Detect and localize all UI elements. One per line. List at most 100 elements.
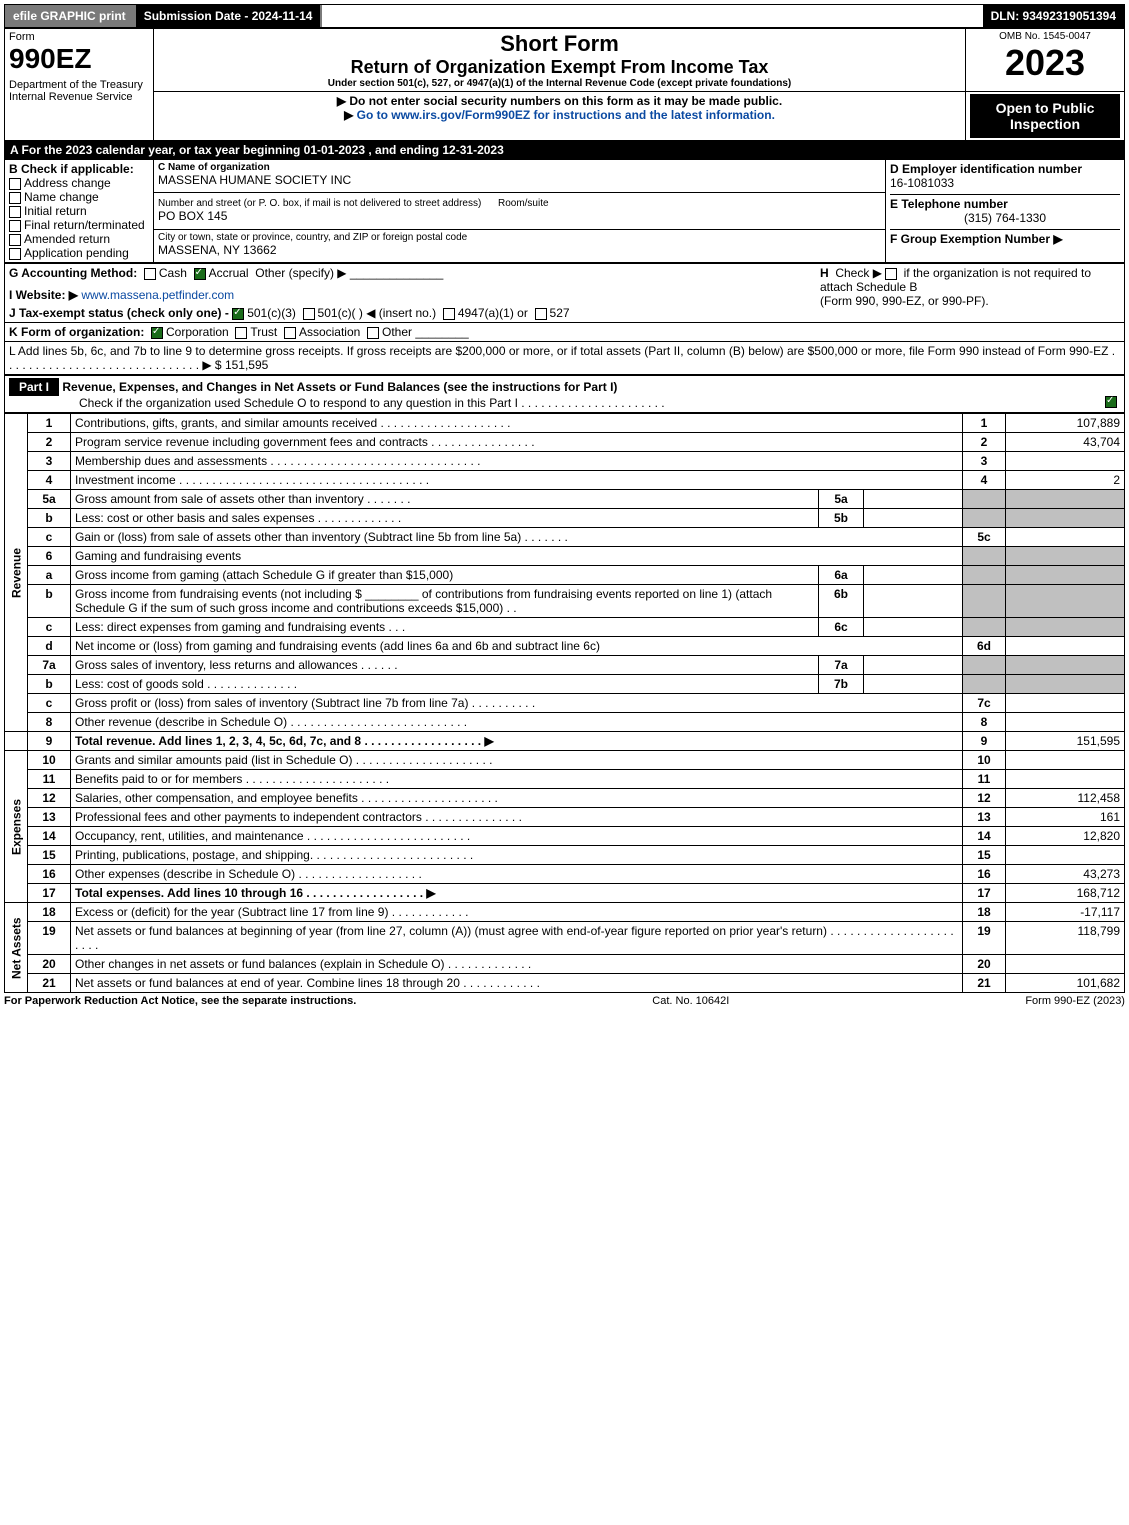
checkbox-h[interactable] (885, 268, 897, 280)
line-6c-mn: 6c (819, 618, 864, 637)
line-9-num: 9 (28, 732, 71, 751)
checkbox-527[interactable] (535, 308, 547, 320)
checkbox-association[interactable] (284, 327, 296, 339)
line-6b-rv-shaded (1006, 585, 1125, 618)
line-7b-text: Less: cost of goods sold . . . . . . . .… (71, 675, 819, 694)
line-15-val (1006, 846, 1125, 865)
vlabel-revenue: Revenue (5, 414, 28, 732)
line-18-val: -17,117 (1006, 903, 1125, 922)
line-17-val: 168,712 (1006, 884, 1125, 903)
label-other-org: Other (382, 325, 412, 339)
line-5c-num: c (28, 528, 71, 547)
line-20-rn: 20 (963, 955, 1006, 974)
line-14-num: 14 (28, 827, 71, 846)
box-d-label: D Employer identification number (890, 162, 1120, 176)
line-1-val: 107,889 (1006, 414, 1125, 433)
checkbox-501c[interactable] (303, 308, 315, 320)
line-9-val: 151,595 (1006, 732, 1125, 751)
line-6b-mn: 6b (819, 585, 864, 618)
line-5c-rn: 5c (963, 528, 1006, 547)
line-6a-mn: 6a (819, 566, 864, 585)
label-association: Association (299, 325, 360, 339)
line-16-text: Other expenses (describe in Schedule O) … (71, 865, 963, 884)
checkbox-cash[interactable] (144, 268, 156, 280)
line-9-rn: 9 (963, 732, 1006, 751)
line-7c-val (1006, 694, 1125, 713)
checkbox-application-pending[interactable] (9, 248, 21, 260)
line-5b-mn: 5b (819, 509, 864, 528)
lines-table: Revenue 1 Contributions, gifts, grants, … (4, 413, 1125, 993)
checkbox-final-return[interactable] (9, 220, 21, 232)
checkbox-schedule-o[interactable] (1105, 396, 1117, 408)
line-i-label: I Website: ▶ (9, 288, 78, 302)
footer-mid: Cat. No. 10642I (652, 995, 729, 1007)
checkbox-address-change[interactable] (9, 178, 21, 190)
line-4-rn: 4 (963, 471, 1006, 490)
part1-check-text: Check if the organization used Schedule … (79, 396, 665, 410)
line-6-num: 6 (28, 547, 71, 566)
line-10-text: Grants and similar amounts paid (list in… (71, 751, 963, 770)
line-5b-mv (864, 509, 963, 528)
line-3-val (1006, 452, 1125, 471)
box-f-label: F Group Exemption Number (890, 232, 1050, 246)
label-name-change: Name change (24, 190, 99, 204)
line-5a-mn: 5a (819, 490, 864, 509)
part1-header: Part I Revenue, Expenses, and Changes in… (4, 375, 1125, 413)
label-501c: 501(c)( ) ◀ (insert no.) (318, 306, 437, 320)
form-number: 990EZ (9, 43, 149, 75)
line-15-text: Printing, publications, postage, and shi… (71, 846, 963, 865)
line-14-val: 12,820 (1006, 827, 1125, 846)
box-f-arrow: ▶ (1053, 232, 1062, 246)
line-h-text3: (Form 990, 990-EZ, or 990-PF). (820, 294, 989, 308)
label-527: 527 (550, 306, 570, 320)
line-13-text: Professional fees and other payments to … (71, 808, 963, 827)
footer-right: Form 990-EZ (2023) (1025, 995, 1125, 1007)
line-6b-rn-shaded (963, 585, 1006, 618)
line-2-num: 2 (28, 433, 71, 452)
line-5a-rv-shaded (1006, 490, 1125, 509)
checkbox-trust[interactable] (235, 327, 247, 339)
efile-button[interactable]: efile GRAPHIC print (5, 5, 136, 27)
line-2-rn: 2 (963, 433, 1006, 452)
line-a: A For the 2023 calendar year, or tax yea… (4, 141, 1125, 159)
main-title: Return of Organization Exempt From Incom… (158, 57, 961, 78)
line-1-rn: 1 (963, 414, 1006, 433)
line-4-num: 4 (28, 471, 71, 490)
line-5b-text: Less: cost or other basis and sales expe… (71, 509, 819, 528)
website-link[interactable]: www.massena.petfinder.com (81, 288, 234, 302)
line-6d-rn: 6d (963, 637, 1006, 656)
checkbox-accrual[interactable] (194, 268, 206, 280)
line-11-val (1006, 770, 1125, 789)
checkbox-other-org[interactable] (367, 327, 379, 339)
short-form-title: Short Form (158, 31, 961, 57)
line-8-rn: 8 (963, 713, 1006, 732)
line-10-num: 10 (28, 751, 71, 770)
line-12-text: Salaries, other compensation, and employ… (71, 789, 963, 808)
line-6c-rn-shaded (963, 618, 1006, 637)
submission-date-button[interactable]: Submission Date - 2024-11-14 (136, 5, 323, 27)
checkbox-501c3[interactable] (232, 308, 244, 320)
checkbox-4947[interactable] (443, 308, 455, 320)
line-h-h: H (820, 266, 829, 280)
line-6d-text: Net income or (loss) from gaming and fun… (71, 637, 963, 656)
line-13-rn: 13 (963, 808, 1006, 827)
checkbox-initial-return[interactable] (9, 206, 21, 218)
goto-link[interactable]: Go to www.irs.gov/Form990EZ for instruct… (357, 108, 775, 122)
checkbox-name-change[interactable] (9, 192, 21, 204)
line-7c-text: Gross profit or (loss) from sales of inv… (71, 694, 963, 713)
line-5a-num: 5a (28, 490, 71, 509)
checkbox-amended-return[interactable] (9, 234, 21, 246)
top-bar: efile GRAPHIC print Submission Date - 20… (4, 4, 1125, 28)
line-6a-text: Gross income from gaming (attach Schedul… (71, 566, 819, 585)
line-k-label: K Form of organization: (9, 325, 144, 339)
line-1-num: 1 (28, 414, 71, 433)
line-14-text: Occupancy, rent, utilities, and maintena… (71, 827, 963, 846)
line-7c-rn: 7c (963, 694, 1006, 713)
checkbox-corporation[interactable] (151, 327, 163, 339)
line-20-num: 20 (28, 955, 71, 974)
line-2-text: Program service revenue including govern… (71, 433, 963, 452)
line-l-text: L Add lines 5b, 6c, and 7b to line 9 to … (9, 344, 1115, 372)
line-17-rn: 17 (963, 884, 1006, 903)
form-header: Form 990EZ Department of the Treasury In… (4, 28, 1125, 141)
line-17-text: Total expenses. Add lines 10 through 16 … (75, 886, 436, 900)
